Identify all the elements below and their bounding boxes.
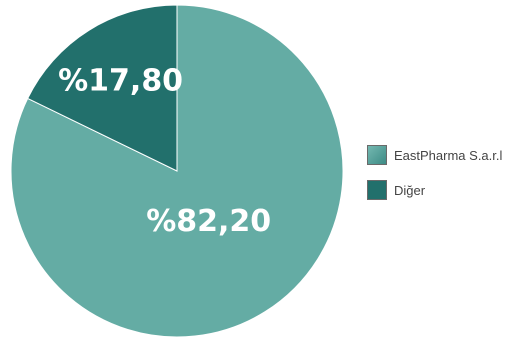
pie-label-diger: %17,80 (58, 63, 183, 98)
pie-label-eastpharma: %82,20 (146, 204, 271, 239)
chart-legend: EastPharma S.a.r.l Diğer (367, 143, 512, 213)
legend-item-diger[interactable]: Diğer (367, 178, 512, 202)
pie-slice-diger[interactable] (27, 4, 178, 172)
legend-label-eastpharma: EastPharma S.a.r.l (394, 147, 503, 163)
legend-swatch-diger (367, 180, 387, 200)
legend-swatch-eastpharma (367, 145, 387, 165)
legend-label-diger: Diğer (394, 182, 426, 198)
legend-item-eastpharma[interactable]: EastPharma S.a.r.l (367, 143, 512, 167)
pie-slice-eastpharma[interactable] (10, 4, 344, 338)
